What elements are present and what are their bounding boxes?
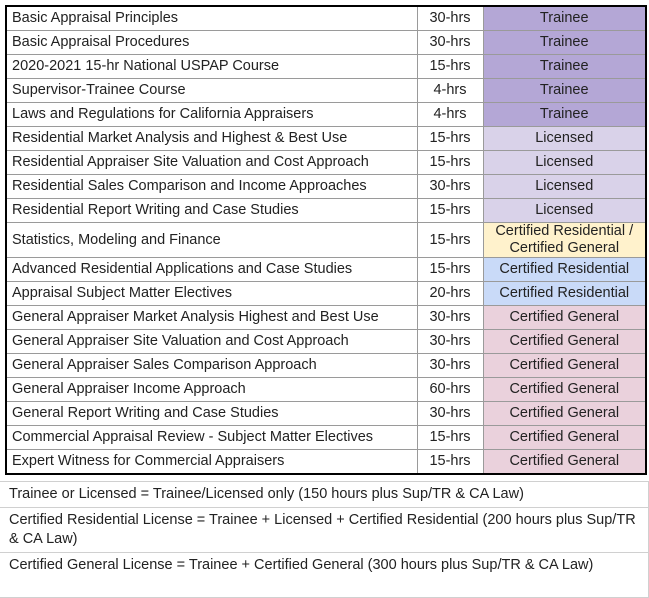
- course-row: Residential Report Writing and Case Stud…: [5, 198, 647, 223]
- course-table: Basic Appraisal Principles 30-hrs Trainee B…: [5, 5, 647, 475]
- license-level: Licensed: [482, 198, 647, 223]
- license-level: Certified General: [482, 305, 647, 330]
- course-hours: 30-hrs: [416, 305, 484, 330]
- course-hours: 30-hrs: [416, 174, 484, 199]
- license-level: Trainee: [482, 5, 647, 31]
- course-hours: 15-hrs: [416, 257, 484, 282]
- course-hours: 15-hrs: [416, 198, 484, 223]
- note: Certified General License = Trainee + Ce…: [0, 552, 649, 598]
- course-hours: 4-hrs: [416, 102, 484, 127]
- course-name: Basic Appraisal Procedures: [5, 30, 418, 55]
- license-level: Certified General: [482, 401, 647, 426]
- course-name: Supervisor-Trainee Course: [5, 78, 418, 103]
- course-name: Laws and Regulations for California Appr…: [5, 102, 418, 127]
- course-row: 2020-2021 15-hr National USPAP Course 15-…: [5, 54, 647, 79]
- course-row: Appraisal Subject Matter Electives 20-hrs…: [5, 281, 647, 306]
- course-row: Basic Appraisal Procedures 30-hrs Trainee: [5, 30, 647, 55]
- course-hours: 15-hrs: [416, 449, 484, 475]
- course-name: General Appraiser Sales Comparison Appro…: [5, 353, 418, 378]
- course-hours: 4-hrs: [416, 78, 484, 103]
- course-row: Statistics, Modeling and Finance 15-hrs Ce…: [5, 222, 647, 258]
- course-hours: 60-hrs: [416, 377, 484, 402]
- course-hours: 15-hrs: [416, 150, 484, 175]
- course-row: Basic Appraisal Principles 30-hrs Trainee: [5, 5, 647, 31]
- course-name: General Appraiser Market Analysis Highes…: [5, 305, 418, 330]
- license-level: Certified General: [482, 353, 647, 378]
- license-level: Certified General: [482, 449, 647, 475]
- course-hours: 30-hrs: [416, 401, 484, 426]
- license-level: Trainee: [482, 30, 647, 55]
- course-name: Advanced Residential Applications and Ca…: [5, 257, 418, 282]
- license-level: Licensed: [482, 126, 647, 151]
- course-hours: 20-hrs: [416, 281, 484, 306]
- note-row: Certified General License = Trainee + Ce…: [0, 552, 649, 598]
- course-name: Residential Report Writing and Case Stud…: [5, 198, 418, 223]
- course-row: Residential Sales Comparison and Income …: [5, 174, 647, 199]
- course-name: General Report Writing and Case Studies: [5, 401, 418, 426]
- license-level: Trainee: [482, 102, 647, 127]
- course-row: General Report Writing and Case Studies 3…: [5, 401, 647, 426]
- note-row: Certified Residential License = Trainee …: [0, 507, 649, 553]
- note: Certified Residential License = Trainee …: [0, 507, 649, 553]
- course-name: Expert Witness for Commercial Appraisers: [5, 449, 418, 475]
- course-hours: 30-hrs: [416, 329, 484, 354]
- course-name: General Appraiser Site Valuation and Cos…: [5, 329, 418, 354]
- license-level: Certified Residential / Certified Genera…: [482, 222, 647, 258]
- license-level: Certified General: [482, 425, 647, 450]
- course-name: Residential Sales Comparison and Income …: [5, 174, 418, 199]
- license-level: Licensed: [482, 150, 647, 175]
- course-name: Statistics, Modeling and Finance: [5, 222, 418, 258]
- course-row: General Appraiser Sales Comparison Appro…: [5, 353, 647, 378]
- license-level: Certified Residential: [482, 257, 647, 282]
- note: Trainee or Licensed = Trainee/Licensed o…: [0, 481, 649, 508]
- course-hours: 15-hrs: [416, 222, 484, 258]
- course-row: Expert Witness for Commercial Appraisers…: [5, 449, 647, 475]
- note-row: Trainee or Licensed = Trainee/Licensed o…: [0, 481, 649, 508]
- course-row: Advanced Residential Applications and Ca…: [5, 257, 647, 282]
- course-name: Residential Appraiser Site Valuation and…: [5, 150, 418, 175]
- course-row: Supervisor-Trainee Course 4-hrs Trainee: [5, 78, 647, 103]
- course-name: 2020-2021 15-hr National USPAP Course: [5, 54, 418, 79]
- course-name: Residential Market Analysis and Highest …: [5, 126, 418, 151]
- license-level: Trainee: [482, 78, 647, 103]
- course-hours: 30-hrs: [416, 30, 484, 55]
- course-row: General Appraiser Income Approach 60-hrs C…: [5, 377, 647, 402]
- license-level: Certified General: [482, 329, 647, 354]
- course-row: Residential Market Analysis and Highest …: [5, 126, 647, 151]
- course-hours: 15-hrs: [416, 126, 484, 151]
- license-level: Trainee: [482, 54, 647, 79]
- course-name: General Appraiser Income Approach: [5, 377, 418, 402]
- license-level: Certified Residential: [482, 281, 647, 306]
- notes-table: Trainee or Licensed = Trainee/Licensed o…: [0, 481, 649, 598]
- course-row: Residential Appraiser Site Valuation and…: [5, 150, 647, 175]
- course-row: General Appraiser Site Valuation and Cos…: [5, 329, 647, 354]
- course-hours: 30-hrs: [416, 353, 484, 378]
- course-row: General Appraiser Market Analysis Highes…: [5, 305, 647, 330]
- license-level: Certified General: [482, 377, 647, 402]
- course-row: Laws and Regulations for California Appr…: [5, 102, 647, 127]
- course-row: Commercial Appraisal Review - Subject Ma…: [5, 425, 647, 450]
- course-name: Commercial Appraisal Review - Subject Ma…: [5, 425, 418, 450]
- course-hours: 30-hrs: [416, 5, 484, 31]
- course-name: Basic Appraisal Principles: [5, 5, 418, 31]
- course-name: Appraisal Subject Matter Electives: [5, 281, 418, 306]
- course-hours: 15-hrs: [416, 425, 484, 450]
- license-level: Licensed: [482, 174, 647, 199]
- course-hours: 15-hrs: [416, 54, 484, 79]
